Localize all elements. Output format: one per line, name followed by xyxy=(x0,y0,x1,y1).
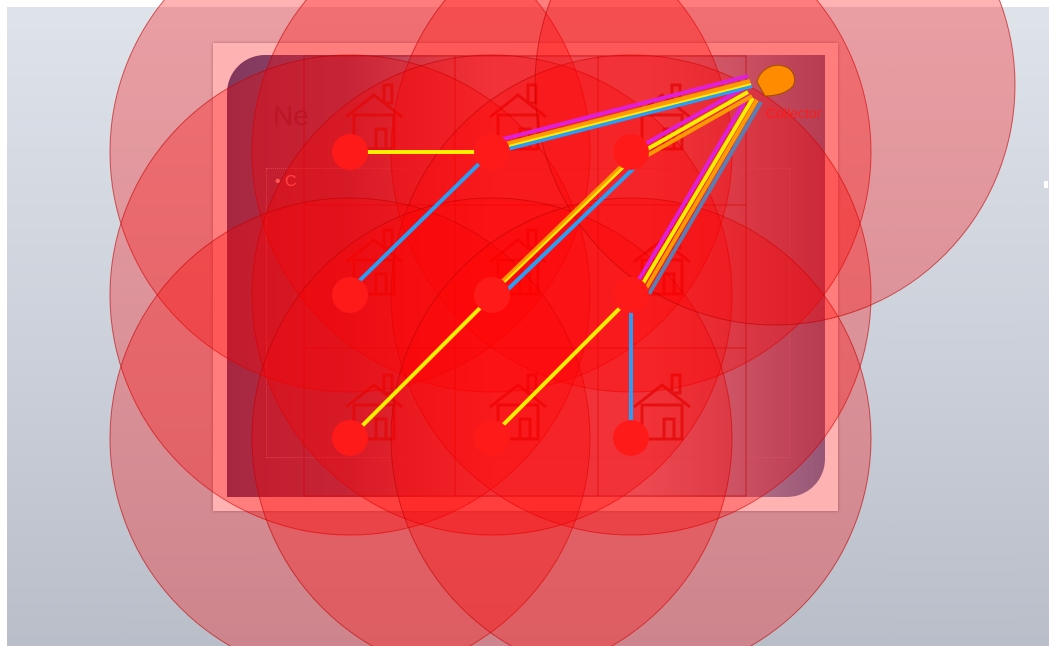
sensor-node xyxy=(474,420,510,456)
sensor-node xyxy=(613,420,649,456)
slide-title[interactable]: Ne xyxy=(273,100,309,131)
sensor-node xyxy=(474,134,510,170)
edge-marker xyxy=(1044,181,1048,188)
routing-links xyxy=(350,74,763,432)
content-placeholder[interactable] xyxy=(266,168,790,458)
coverage-circle xyxy=(534,0,1016,326)
sensor-node xyxy=(332,277,368,313)
sensor-nodes[interactable] xyxy=(332,134,649,456)
collector-label: Collector xyxy=(766,105,822,121)
collector-node[interactable] xyxy=(756,64,796,97)
sensor-node xyxy=(613,277,649,313)
sensor-node xyxy=(613,134,649,170)
grid-table xyxy=(303,55,747,497)
window-left-edge xyxy=(0,0,7,646)
window-top-edge xyxy=(0,0,1049,7)
sensor-node xyxy=(332,134,368,170)
bullet-text[interactable]: • C xyxy=(275,173,297,190)
sensor-node xyxy=(332,420,368,456)
coverage-circle xyxy=(109,0,591,393)
sensor-node xyxy=(474,277,510,313)
coverage-circles xyxy=(109,0,1016,646)
